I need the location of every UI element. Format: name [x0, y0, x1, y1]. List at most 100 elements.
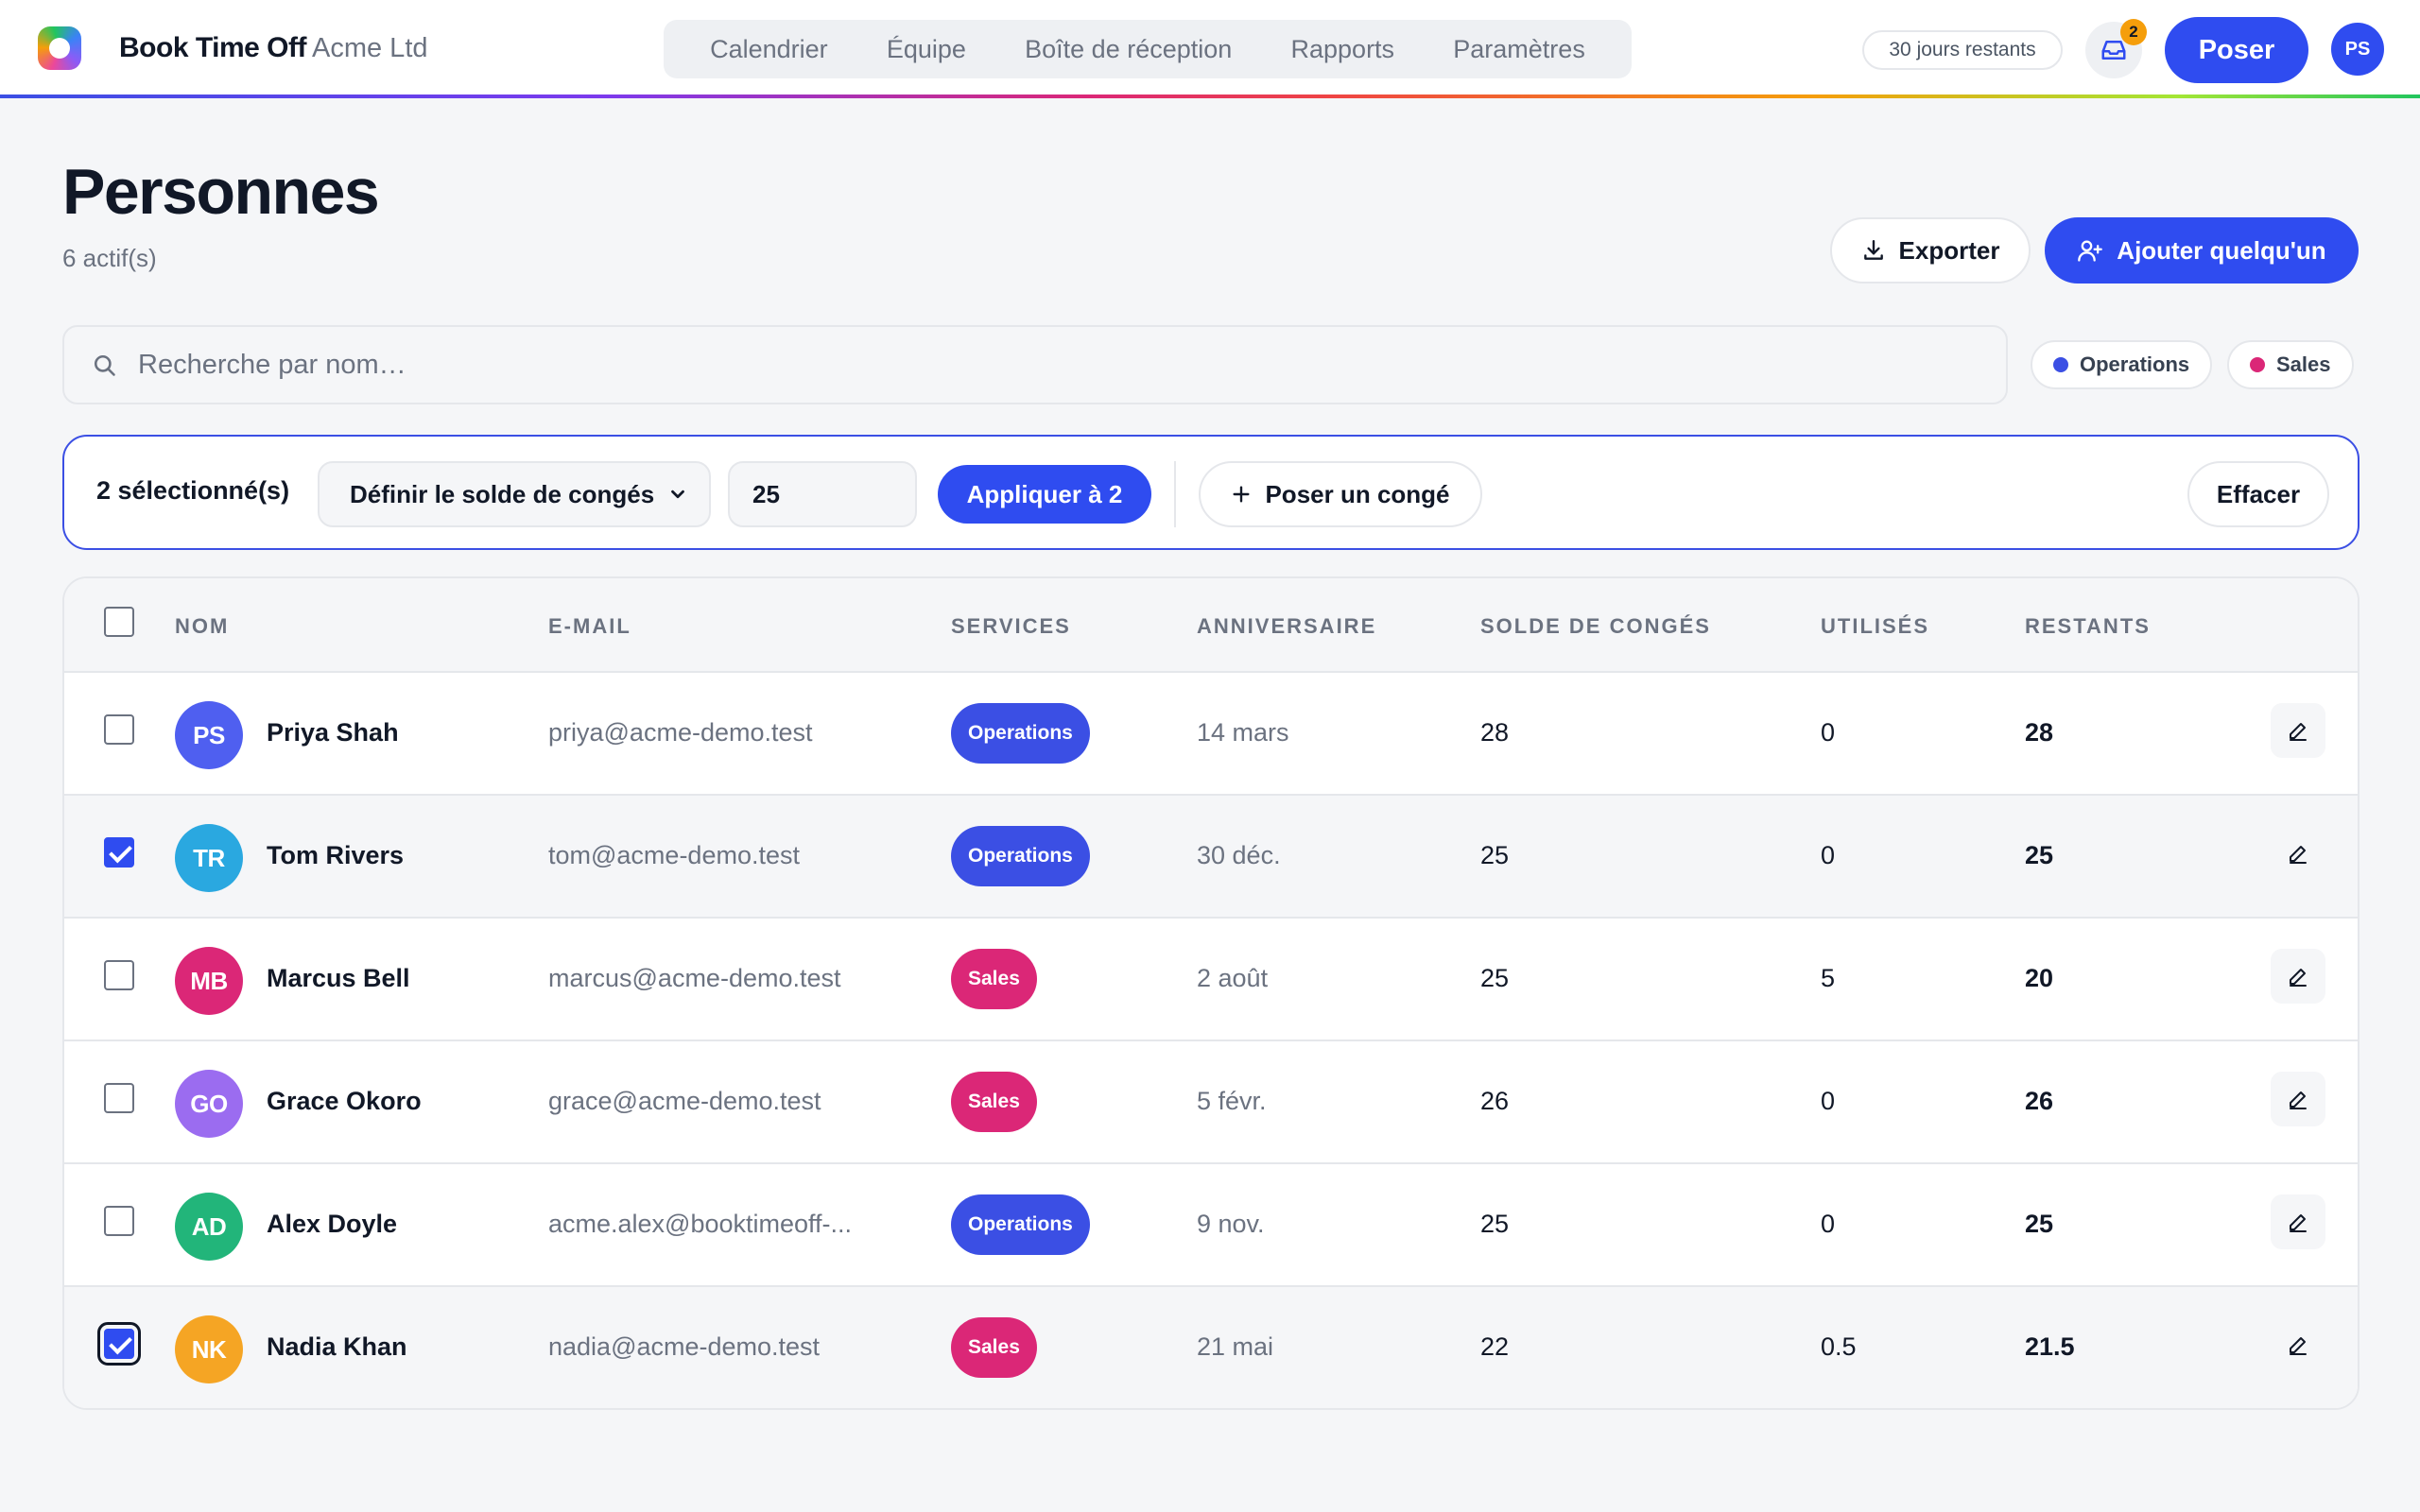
avatar: NK: [175, 1315, 243, 1383]
pencil-icon: [2290, 969, 2307, 987]
main-nav: Calendrier Équipe Boîte de réception Rap…: [664, 20, 1632, 78]
person-name[interactable]: Priya Shah: [267, 718, 399, 747]
column-header-services[interactable]: Services: [951, 614, 1071, 638]
department-badge: Operations: [951, 826, 1090, 886]
page-title: Personnes: [62, 156, 380, 228]
brand-name[interactable]: Book Time Off: [119, 32, 306, 63]
search-box: [62, 325, 2008, 404]
nav-item-reports[interactable]: Rapports: [1290, 34, 1395, 63]
leave-balance: 25: [1480, 841, 1510, 869]
leave-used: 0: [1821, 841, 1836, 869]
leave-remaining: 28: [2025, 718, 2054, 747]
person-birthday: 21 mai: [1197, 1332, 1274, 1361]
edit-person-button[interactable]: [2271, 949, 2325, 1004]
department-badge: Sales: [951, 949, 1037, 1009]
leave-balance: 25: [1480, 964, 1510, 992]
person-email: priya@acme-demo.test: [548, 718, 813, 747]
export-button[interactable]: Exporter: [1830, 217, 2031, 284]
person-email: grace@acme-demo.test: [548, 1087, 821, 1115]
column-header-used[interactable]: Utilisés: [1821, 614, 1930, 638]
edit-person-button[interactable]: [2271, 1194, 2325, 1249]
nav-item-inbox[interactable]: Boîte de réception: [1025, 34, 1233, 63]
avatar: MB: [175, 947, 243, 1015]
edit-person-button[interactable]: [2271, 1317, 2325, 1372]
person-name[interactable]: Marcus Bell: [267, 964, 410, 992]
user-avatar[interactable]: PS: [2331, 23, 2384, 76]
book-leave-button[interactable]: Poser un congé: [1199, 461, 1482, 527]
row-checkbox[interactable]: [104, 960, 134, 990]
table-row[interactable]: GO Grace Okoro grace@acme-demo.test Sale…: [64, 1041, 2358, 1164]
add-person-button[interactable]: Ajouter quelqu'un: [2045, 217, 2359, 284]
active-count: 6 actif(s): [62, 244, 157, 272]
export-label: Exporter: [1898, 235, 2000, 265]
inbox-icon: [2101, 41, 2126, 60]
bulk-amount-input[interactable]: [728, 461, 917, 527]
avatar: GO: [175, 1070, 243, 1138]
bulk-action-select[interactable]: Définir le solde de congés: [318, 461, 711, 527]
nav-item-calendar[interactable]: Calendrier: [710, 34, 828, 63]
download-icon: [1863, 240, 1883, 260]
department-badge: Sales: [951, 1072, 1037, 1132]
apply-bulk-button[interactable]: Appliquer à 2: [938, 465, 1151, 524]
row-checkbox[interactable]: [104, 1083, 134, 1113]
leave-remaining: 21.5: [2025, 1332, 2075, 1361]
operations-dot-icon: [2053, 357, 2068, 372]
pencil-icon: [2290, 846, 2307, 864]
leave-used: 5: [1821, 964, 1836, 992]
person-name[interactable]: Alex Doyle: [267, 1210, 398, 1238]
sales-dot-icon: [2250, 357, 2265, 372]
pencil-icon: [2290, 1337, 2307, 1355]
filter-chip-label: Sales: [2276, 352, 2331, 376]
edit-person-button[interactable]: [2271, 1072, 2325, 1126]
table-row[interactable]: TR Tom Rivers tom@acme-demo.test Operati…: [64, 796, 2358, 919]
person-birthday: 5 févr.: [1197, 1087, 1267, 1115]
selected-count: 2 sélectionné(s): [96, 476, 290, 505]
leave-used: 0.5: [1821, 1332, 1857, 1361]
person-name[interactable]: Nadia Khan: [267, 1332, 407, 1361]
people-table: Nom E-mail Services Anniversaire Solde d…: [62, 576, 2360, 1410]
pencil-icon: [2290, 1214, 2307, 1232]
table-row[interactable]: PS Priya Shah priya@acme-demo.test Opera…: [64, 673, 2358, 796]
bulk-divider: [1174, 461, 1176, 527]
person-email: marcus@acme-demo.test: [548, 964, 841, 992]
person-birthday: 2 août: [1197, 964, 1269, 992]
filter-chip-operations[interactable]: Operations: [2031, 340, 2213, 389]
nav-item-team[interactable]: Équipe: [886, 34, 966, 63]
request-leave-button[interactable]: Poser: [2165, 17, 2308, 83]
column-header-balance[interactable]: Solde de congés: [1480, 614, 1711, 638]
table-row[interactable]: NK Nadia Khan nadia@acme-demo.test Sales…: [64, 1287, 2358, 1408]
pencil-icon: [2290, 723, 2307, 741]
department-badge: Operations: [951, 703, 1090, 764]
avatar: AD: [175, 1193, 243, 1261]
bulk-action-bar: 2 sélectionné(s) Définir le solde de con…: [62, 435, 2360, 550]
row-checkbox[interactable]: [104, 714, 134, 745]
select-all-checkbox[interactable]: [104, 607, 134, 637]
person-birthday: 9 nov.: [1197, 1210, 1265, 1238]
edit-person-button[interactable]: [2271, 826, 2325, 881]
days-remaining-badge: 30 jours restants: [1862, 30, 2063, 70]
filter-chip-sales[interactable]: Sales: [2227, 340, 2354, 389]
column-header-name[interactable]: Nom: [175, 614, 230, 638]
table-row[interactable]: MB Marcus Bell marcus@acme-demo.test Sal…: [64, 919, 2358, 1041]
logo-icon[interactable]: [38, 26, 81, 70]
org-name: Acme Ltd: [312, 33, 428, 63]
person-email: nadia@acme-demo.test: [548, 1332, 821, 1361]
person-name[interactable]: Grace Okoro: [267, 1087, 422, 1115]
pencil-icon: [2290, 1091, 2307, 1109]
column-header-birthday[interactable]: Anniversaire: [1197, 614, 1377, 638]
row-checkbox[interactable]: [104, 1206, 134, 1236]
leave-balance: 22: [1480, 1332, 1510, 1361]
nav-item-settings[interactable]: Paramètres: [1453, 34, 1585, 63]
search-input[interactable]: [138, 349, 1934, 381]
plus-icon: [1233, 486, 1250, 503]
table-row[interactable]: AD Alex Doyle acme.alex@booktimeoff-... …: [64, 1164, 2358, 1287]
clear-selection-button[interactable]: Effacer: [2187, 461, 2329, 527]
person-name[interactable]: Tom Rivers: [267, 841, 405, 869]
column-header-remaining[interactable]: Restants: [2025, 614, 2151, 638]
column-header-email[interactable]: E-mail: [548, 614, 631, 638]
person-email: tom@acme-demo.test: [548, 841, 800, 869]
row-checkbox[interactable]: [97, 1322, 141, 1366]
inbox-count-badge: 2: [2120, 19, 2147, 45]
edit-person-button[interactable]: [2271, 703, 2325, 758]
row-checkbox[interactable]: [104, 837, 134, 868]
